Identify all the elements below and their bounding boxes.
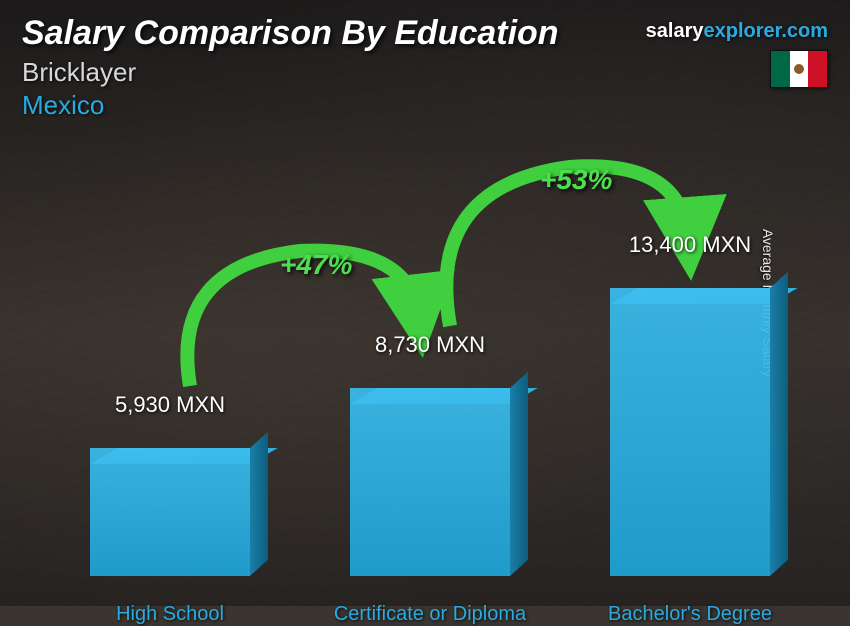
bar-label: High School <box>60 603 280 626</box>
mexico-flag-icon <box>770 50 828 88</box>
brand-part3: .com <box>781 20 828 42</box>
bar-bachelor: 13,400 MXN Bachelor's Degree <box>600 288 780 576</box>
bar-label: Certificate or Diploma <box>320 603 540 626</box>
arrow-1-label: +47% <box>280 249 352 281</box>
bar-label: Bachelor's Degree <box>580 603 800 626</box>
job-title: Bricklayer <box>22 57 828 88</box>
bar-high-school: 5,930 MXN High School <box>80 448 260 576</box>
brand-part2: explorer <box>703 20 781 42</box>
bar-value: 13,400 MXN <box>590 232 790 258</box>
country-name: Mexico <box>22 90 828 121</box>
bar-certificate: 8,730 MXN Certificate or Diploma <box>340 388 520 576</box>
brand-part1: salary <box>646 20 704 42</box>
arrow-2-label: +53% <box>540 164 612 196</box>
bar-chart: +47% +53% 5,930 MXN High School 8,730 MX… <box>40 146 790 576</box>
bar-value: 5,930 MXN <box>70 392 270 418</box>
brand-logo: salaryexplorer.com <box>646 20 828 43</box>
bar-value: 8,730 MXN <box>330 332 530 358</box>
